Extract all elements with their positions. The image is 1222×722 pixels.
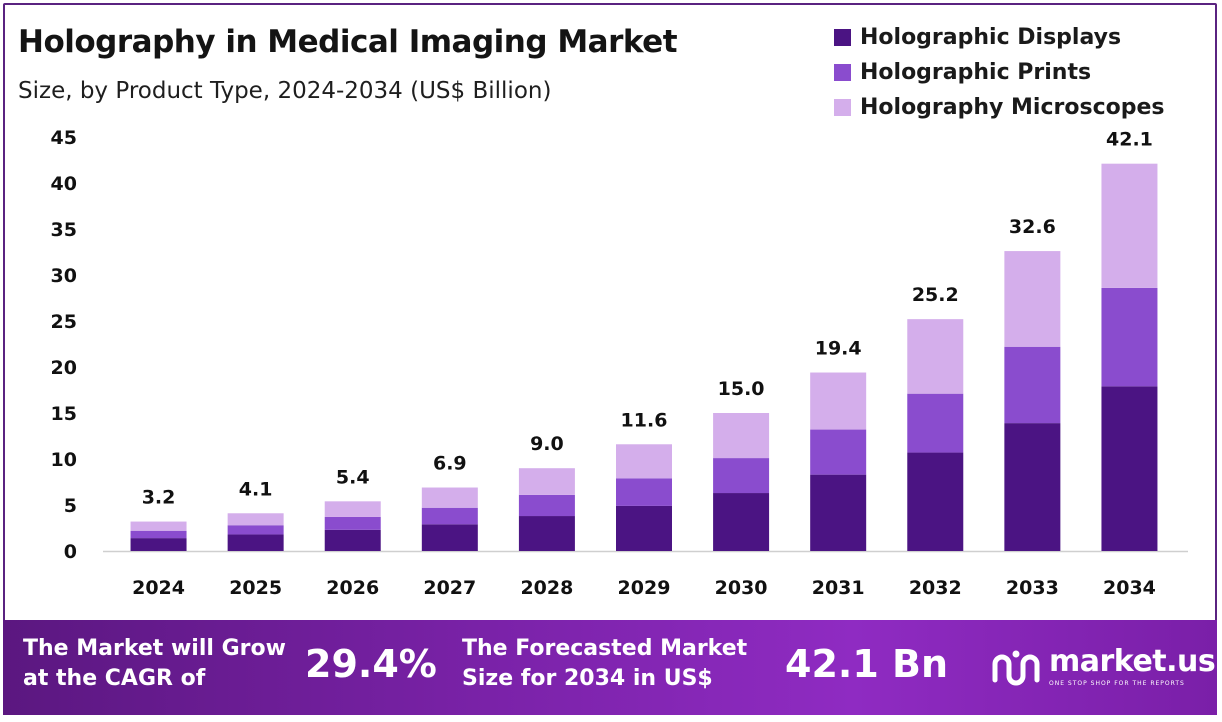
bar-total-label: 9.0 bbox=[530, 433, 564, 455]
stacked-bar-chart: 0510152025303540453.220244.120255.420266… bbox=[51, 127, 1188, 599]
bar-segment bbox=[810, 474, 867, 551]
cagr-text-line-1: The Market will Grow bbox=[23, 636, 286, 661]
market-us-logo-icon bbox=[992, 650, 1040, 686]
bar-segment bbox=[518, 494, 575, 517]
x-tick-label: 2026 bbox=[326, 577, 379, 599]
x-tick-label: 2032 bbox=[909, 577, 962, 599]
brand-name: market.us bbox=[1049, 644, 1216, 679]
forecast-text-line-1: The Forecasted Market bbox=[462, 636, 748, 661]
cagr-value: 29.4% bbox=[305, 642, 437, 686]
y-tick-label: 15 bbox=[51, 403, 77, 425]
bar-segment bbox=[1004, 423, 1061, 551]
brand-tagline: ONE STOP SHOP FOR THE REPORTS bbox=[1049, 680, 1185, 687]
bar-segment bbox=[713, 413, 770, 459]
bar-total-label: 42.1 bbox=[1106, 129, 1153, 151]
legend-label: Holographic Displays bbox=[860, 25, 1122, 50]
y-tick-label: 30 bbox=[51, 265, 77, 287]
legend-item-holographic-prints: Holographic Prints bbox=[834, 55, 1165, 90]
bar-segment bbox=[130, 530, 187, 539]
bar-segment bbox=[907, 452, 964, 551]
bar-segment bbox=[616, 478, 672, 506]
bar-segment bbox=[907, 319, 964, 394]
bar-segment bbox=[324, 529, 381, 551]
brand-logo: market.us ONE STOP SHOP FOR THE REPORTS bbox=[989, 644, 1216, 688]
legend-swatch bbox=[834, 29, 851, 46]
bar-total-label: 19.4 bbox=[815, 338, 862, 360]
x-tick-label: 2027 bbox=[423, 577, 476, 599]
bar-segment bbox=[713, 493, 770, 551]
x-tick-label: 2028 bbox=[520, 577, 573, 599]
forecast-text-line-2: Size for 2034 in US$ bbox=[462, 666, 713, 691]
bar-segment bbox=[1101, 163, 1158, 288]
chart-title: Holography in Medical Imaging Market bbox=[18, 24, 678, 60]
bar-segment bbox=[616, 505, 672, 551]
x-tick-label: 2029 bbox=[618, 577, 671, 599]
bar-total-label: 11.6 bbox=[621, 409, 668, 431]
cagr-text-line-2: at the CAGR of bbox=[23, 666, 206, 691]
bar-segment bbox=[421, 524, 478, 551]
bar-segment bbox=[324, 501, 381, 517]
y-tick-label: 25 bbox=[51, 311, 77, 333]
bar-total-label: 6.9 bbox=[433, 453, 467, 475]
legend-swatch bbox=[834, 99, 851, 116]
bar-segment bbox=[227, 525, 284, 535]
y-tick-label: 5 bbox=[64, 495, 77, 517]
x-tick-label: 2034 bbox=[1103, 577, 1156, 599]
legend-item-holographic-displays: Holographic Displays bbox=[834, 20, 1165, 55]
bar-segment bbox=[130, 538, 187, 551]
legend-item-holography-microscopes: Holography Microscopes bbox=[834, 90, 1165, 125]
y-tick-label: 40 bbox=[51, 173, 77, 195]
y-tick-label: 10 bbox=[51, 449, 77, 471]
bar-segment bbox=[1004, 251, 1061, 347]
bar-segment bbox=[907, 393, 964, 453]
bar-segment bbox=[810, 429, 867, 475]
x-tick-label: 2031 bbox=[812, 577, 865, 599]
legend-label: Holography Microscopes bbox=[860, 95, 1165, 120]
forecast-value: 42.1 Bn bbox=[785, 642, 949, 686]
footer-banner: The Market will Grow at the CAGR of 29.4… bbox=[3, 620, 1217, 715]
bar-segment bbox=[421, 507, 478, 525]
bar-total-label: 5.4 bbox=[336, 466, 370, 488]
x-tick-label: 2030 bbox=[715, 577, 768, 599]
y-tick-label: 35 bbox=[51, 219, 77, 241]
bar-segment bbox=[227, 513, 284, 526]
x-tick-label: 2024 bbox=[132, 577, 185, 599]
legend-label: Holographic Prints bbox=[860, 60, 1092, 85]
bar-segment bbox=[324, 516, 381, 530]
x-tick-label: 2025 bbox=[229, 577, 282, 599]
bar-total-label: 3.2 bbox=[142, 487, 176, 509]
y-tick-label: 45 bbox=[51, 127, 77, 149]
legend: Holographic Displays Holographic Prints … bbox=[834, 20, 1165, 125]
bar-segment bbox=[518, 516, 575, 551]
bar-segment bbox=[130, 521, 187, 531]
y-tick-label: 0 bbox=[64, 541, 77, 563]
x-tick-label: 2033 bbox=[1006, 577, 1059, 599]
bar-segment bbox=[1004, 346, 1061, 424]
bar-total-label: 32.6 bbox=[1009, 216, 1056, 238]
chart-subtitle: Size, by Product Type, 2024-2034 (US$ Bi… bbox=[18, 78, 552, 104]
bar-segment bbox=[713, 458, 770, 494]
legend-swatch bbox=[834, 64, 851, 81]
bar-segment bbox=[421, 487, 478, 508]
y-tick-label: 20 bbox=[51, 357, 77, 379]
bar-total-label: 15.0 bbox=[718, 378, 765, 400]
bar-segment bbox=[227, 534, 284, 551]
bar-segment bbox=[810, 372, 867, 430]
bar-segment bbox=[616, 444, 672, 479]
bar-segment bbox=[1101, 287, 1158, 387]
bar-total-label: 4.1 bbox=[239, 478, 273, 500]
bar-segment bbox=[1101, 386, 1158, 551]
bar-segment bbox=[518, 468, 575, 495]
bar-total-label: 25.2 bbox=[912, 284, 959, 306]
